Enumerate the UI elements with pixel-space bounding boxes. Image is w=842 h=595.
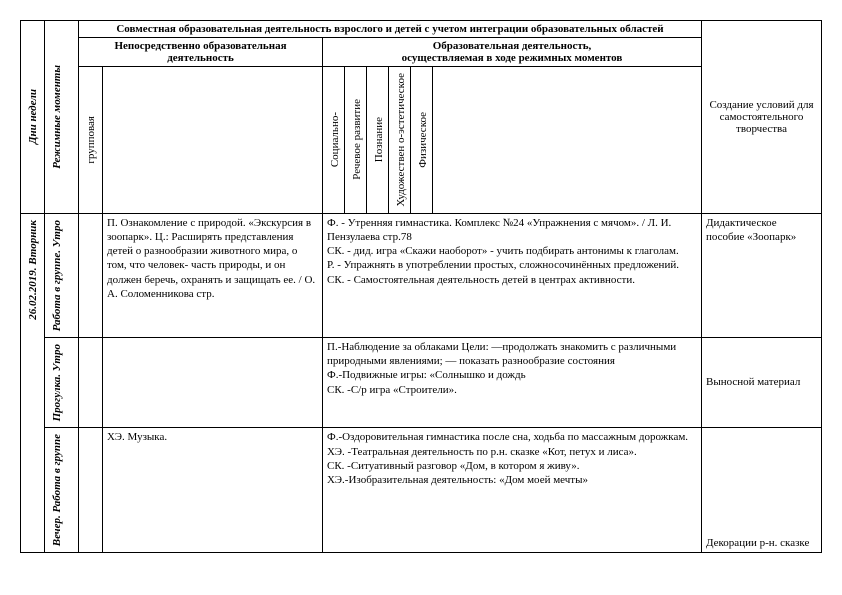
obr-content-header xyxy=(433,67,702,214)
planning-table: Дни недели Режимные моменты Совместная о… xyxy=(20,20,822,553)
table-row: Прогулка. Утро П.-Наблюдение за облаками… xyxy=(21,337,822,427)
grp-cell xyxy=(79,337,103,427)
r1-left: П. Ознакомление с природой. «Экскурсия в… xyxy=(103,213,323,337)
date-cell: 26.02.2019. Вторник xyxy=(21,213,45,553)
nepo-header: Непосредственно образовательная деятельн… xyxy=(79,38,323,67)
r3-far: Декорации р-н. сказке xyxy=(702,428,822,553)
r2-right: П.-Наблюдение за облаками Цели: —продолж… xyxy=(323,337,702,427)
cat-2: Познание xyxy=(367,67,389,214)
cat-1: Речевое развитие xyxy=(345,67,367,214)
grp-cell xyxy=(79,213,103,337)
period-2: Прогулка. Утро xyxy=(45,337,79,427)
create-header: Создание условий для самостоятельного тв… xyxy=(702,21,822,214)
r2-far: Выносной материал xyxy=(702,337,822,427)
cat-3: Художествен о-эстетическое xyxy=(389,67,411,214)
period-3: Вечер. Работа в группе xyxy=(45,428,79,553)
cat-0: Социально- xyxy=(323,67,345,214)
table-row: Вечер. Работа в группе ХЭ. Музыка. Ф.-Оз… xyxy=(21,428,822,553)
merge-top-header: Совместная образовательная деятельность … xyxy=(79,21,702,38)
r2-left xyxy=(103,337,323,427)
r1-far: Дидактическое пособие «Зоопарк» xyxy=(702,213,822,337)
nepo-sub xyxy=(103,67,323,214)
obr-header: Образовательная деятельность, осуществля… xyxy=(323,38,702,67)
grp-header: групповая xyxy=(79,67,103,214)
cat-4: Физическое xyxy=(411,67,433,214)
grp-cell xyxy=(79,428,103,553)
col-rez-header: Режимные моменты xyxy=(45,21,79,214)
r3-right: Ф.-Оздоровительная гимнастика после сна,… xyxy=(323,428,702,553)
table-row: 26.02.2019. Вторник Работа в группе. Утр… xyxy=(21,213,822,337)
col-dni-header: Дни недели xyxy=(21,21,45,214)
r1-right: Ф. - Утренняя гимнастика. Комплекс №24 «… xyxy=(323,213,702,337)
period-1: Работа в группе. Утро xyxy=(45,213,79,337)
r3-left: ХЭ. Музыка. xyxy=(103,428,323,553)
